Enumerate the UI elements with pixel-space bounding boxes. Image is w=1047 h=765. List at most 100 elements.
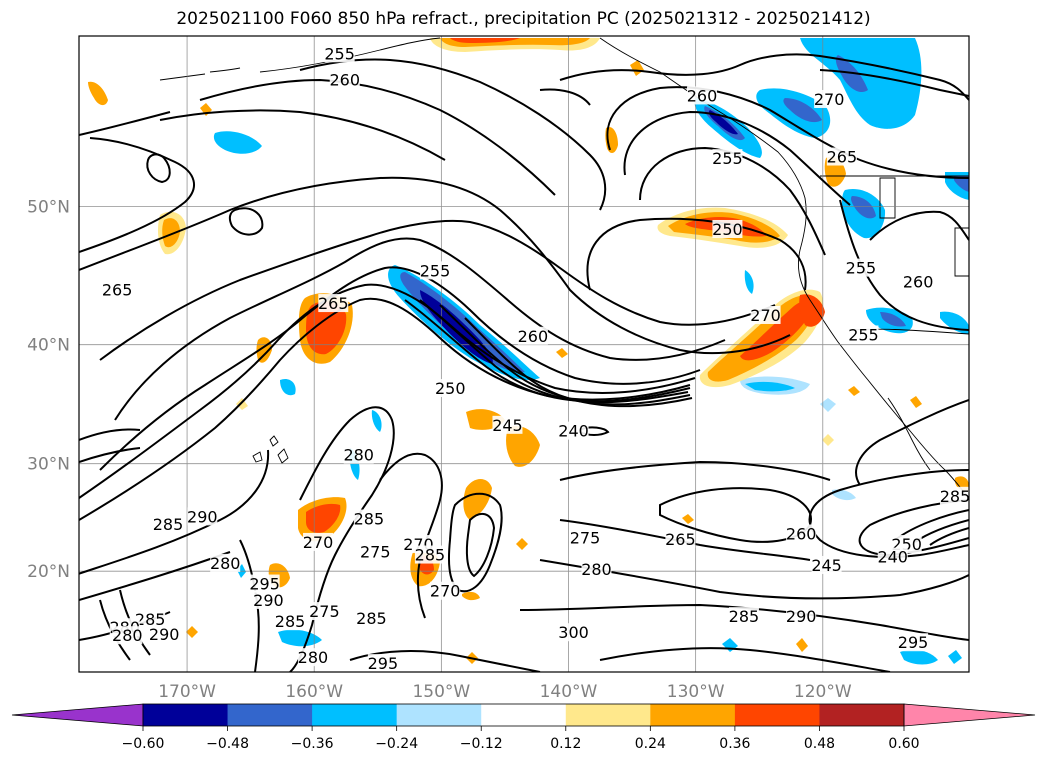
contour-label-background: [414, 545, 445, 564]
colorbar-tick-label: −0.60: [122, 736, 165, 752]
contour-label: 270: [750, 306, 781, 325]
latitude-tick-label: 40°N: [27, 336, 70, 356]
contour-line: [808, 469, 969, 559]
contour-label: 275: [309, 602, 340, 621]
contour-label-background: [898, 633, 929, 652]
colorbar-tick-label: −0.48: [206, 736, 249, 752]
negative-fill-shape: [940, 311, 969, 334]
colorbar-segment: [227, 704, 313, 726]
contour-label: 275: [570, 529, 601, 548]
positive-fill-shape: [462, 591, 480, 601]
contour-line: [599, 647, 891, 672]
contour-label-background: [356, 609, 387, 628]
contour-label: 295: [898, 633, 929, 652]
contour-label: 255: [324, 44, 355, 63]
contour-label: 280: [298, 648, 329, 667]
positive-fill-shape: [463, 479, 492, 520]
contour-label-background: [814, 89, 845, 108]
island-coastline: [252, 435, 289, 464]
colorbar-tick-label: 0.48: [804, 736, 835, 752]
contour-label: 265: [102, 281, 133, 300]
contour-label: 270: [430, 582, 461, 601]
contour-line: [199, 78, 556, 196]
contour-label-background: [324, 44, 355, 63]
colorbar-segment: [819, 704, 905, 726]
contour-label-background: [728, 607, 759, 626]
positive-fill-shape: [186, 626, 198, 638]
contour-label: 255: [420, 261, 451, 280]
contour-line: [439, 304, 691, 406]
contour-line: [559, 460, 831, 481]
refractivity-contours: [79, 53, 969, 672]
colorbar-segment: [734, 704, 820, 726]
latitude-tick-label: 50°N: [27, 198, 70, 218]
contour-line: [79, 137, 195, 253]
contour-label-background: [367, 654, 398, 672]
contour-label-background: [492, 415, 523, 434]
contour-line: [79, 283, 696, 499]
contour-line: [465, 512, 496, 578]
contour-label: 245: [492, 416, 523, 435]
contour-label-background: [811, 555, 842, 574]
negative-fill-shape: [745, 381, 795, 392]
contour-label: 250: [435, 379, 466, 398]
contour-label-background: [318, 294, 349, 313]
negative-fill-shape: [954, 176, 969, 192]
negative-fill-shape: [280, 378, 296, 396]
colorbar-segment: [565, 704, 651, 726]
coastline-aleutian-islands: [159, 67, 241, 81]
contour-label: 285: [153, 515, 184, 534]
contour-label: 290: [253, 591, 284, 610]
contour-line: [519, 603, 969, 641]
contour-line: [559, 53, 969, 101]
contour-label-background: [360, 542, 391, 561]
contour-label: 265: [827, 148, 858, 167]
contour-label: 240: [877, 548, 908, 567]
contour-label: 285: [354, 510, 385, 529]
positive-fill-shape: [306, 301, 347, 355]
negative-fill-shape: [900, 649, 938, 665]
contour-label: 280: [210, 554, 241, 573]
contour-line: [419, 299, 689, 404]
contour-line: [448, 492, 503, 593]
contour-line: [539, 88, 591, 106]
contour-label-background: [430, 581, 461, 600]
map-area: 255 260 260 270 255 265 250 265 255 255 260 265 270 2…: [79, 36, 971, 672]
longitude-tick-label: 140°W: [540, 682, 598, 702]
contour-label-background: [187, 507, 218, 526]
colorbar-tick-label: −0.12: [460, 736, 503, 752]
positive-fill-shape: [799, 294, 825, 327]
contour-line: [839, 199, 969, 331]
contour-label: 260: [903, 272, 934, 291]
positive-fill-shape: [162, 218, 180, 248]
negative-fill-shape: [744, 270, 754, 294]
contour-label-background: [112, 626, 143, 645]
positive-fill-shape: [848, 386, 860, 396]
contour-label: 285: [415, 546, 446, 565]
colorbar: −0.60 −0.48 −0.36 −0.24 −0.12 0.12 0.24 0.36 0.4…: [11, 703, 1036, 752]
negative-fill-shape: [708, 110, 738, 135]
contour-label-background: [309, 602, 340, 621]
contour-label-background: [712, 149, 743, 168]
contour-label-background: [329, 70, 360, 89]
longitude-tick-label: 120°W: [794, 682, 852, 702]
contour-label-background: [149, 625, 180, 644]
contour-label: 290: [786, 607, 817, 626]
positive-fill-shape: [516, 538, 528, 550]
negative-fill-shape: [820, 398, 836, 412]
longitude-tick-label: 150°W: [412, 682, 470, 702]
colorbar-segment: [312, 704, 398, 726]
contour-label: 270: [303, 533, 334, 552]
contour-label: 285: [356, 609, 387, 628]
contour-label-background: [420, 261, 450, 280]
contour-label-background: [940, 486, 969, 505]
positive-fill-shape: [630, 60, 644, 76]
contour-label: 285: [729, 607, 760, 626]
contour-label-background: [665, 529, 696, 548]
contour-line: [539, 559, 969, 600]
contour-label: 285: [135, 610, 166, 629]
contour-label: 285: [940, 487, 971, 506]
colorbar-tick-label: −0.36: [291, 736, 334, 752]
contour-label: 280: [581, 560, 612, 579]
